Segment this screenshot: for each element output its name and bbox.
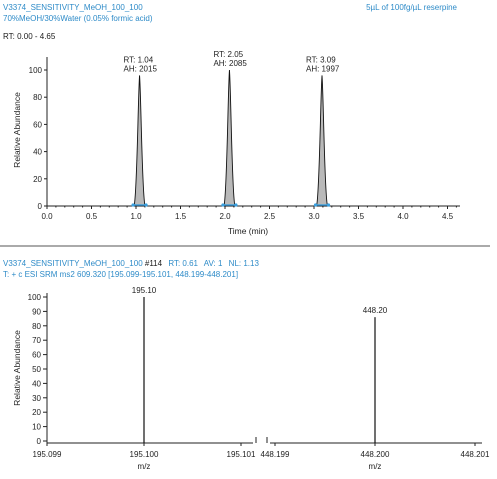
spec-y-tick-label: 30 [32, 394, 41, 403]
spec-y-tick-label: 0 [37, 437, 42, 446]
chromatogram-plot: Relative Abundance Time (min) 0 20 40 60 80 1… [12, 50, 460, 236]
rt-range: RT: 0.00 - 4.65 [3, 32, 56, 41]
spec-x-tick-label: 448.200 [361, 450, 390, 459]
chrom-peak-1 [133, 75, 146, 207]
chrom-peak-start-marker [131, 203, 135, 207]
spectrum-rt: RT: 0.61 [168, 259, 198, 268]
spec-x-tick-label: 448.199 [261, 450, 290, 459]
spec-y-tick-label: 20 [32, 408, 41, 417]
chrom-peak-rt-label: RT: 1.04 [124, 55, 154, 64]
spectrum-scan: #114 [145, 259, 163, 268]
spectrum-header-line1: V3374_SENSITIVITY_MeOH_100_100 #114 RT: … [3, 259, 259, 268]
spec-y-ticks: 0 10 20 30 40 50 60 70 80 90 100 [28, 293, 47, 446]
chrom-peak-rt-label: RT: 2.05 [213, 50, 243, 59]
chrom-x-tick-label: 2.0 [219, 212, 231, 221]
spec-x-tick-label: 448.201 [461, 450, 490, 459]
spectrum-file: V3374_SENSITIVITY_MeOH_100_100 [3, 259, 143, 268]
chrom-peak-3 [315, 75, 329, 207]
chrom-peak-start-marker [221, 203, 225, 207]
chrom-x-tick-label: 0.0 [41, 212, 53, 221]
chrom-peak-ah-label: AH: 1997 [306, 64, 340, 73]
spec-y-tick-label: 60 [32, 351, 41, 360]
file-name: V3374_SENSITIVITY_MeOH_100_100 [3, 3, 143, 12]
chrom-peak-rt-label: RT: 3.09 [306, 55, 336, 64]
chrom-peak-end-marker [326, 203, 331, 207]
spec-y-tick-label: 90 [32, 307, 41, 316]
chrom-x-tick-label: 2.5 [264, 212, 276, 221]
spectrum-plot: Relative Abundance 0 10 20 30 40 50 60 70 80 90 10… [12, 286, 490, 471]
spec-y-tick-label: 80 [32, 322, 41, 331]
chrom-peak-end-marker [234, 203, 238, 207]
chrom-x-tick-label: 4.0 [397, 212, 409, 221]
chrom-y-tick-label: 80 [33, 93, 42, 102]
spec-peak-label: 195.10 [132, 286, 157, 295]
chrom-x-tick-label: 0.5 [86, 212, 98, 221]
spec-x-label: m/z [138, 462, 151, 471]
spec-y-tick-label: 70 [32, 336, 41, 345]
chrom-peak-2 [223, 69, 236, 207]
spectrum-nl: NL: 1.13 [229, 259, 260, 268]
spectrum-header-line2: T: + c ESI SRM ms2 609.320 [195.099-195.… [3, 270, 238, 279]
spec-y-tick-label: 50 [32, 365, 41, 374]
spec-y-tick-label: 10 [32, 423, 41, 432]
spec-peaks: 195.10 448.20 [132, 286, 388, 443]
chrom-peak-start-marker [313, 203, 318, 207]
sample-label: 5µL of 100fg/µL reserpine [366, 3, 457, 12]
chrom-peak-ah-label: AH: 2085 [213, 59, 247, 68]
spectrum-av: AV: 1 [204, 259, 223, 268]
spec-x-label: m/z [369, 462, 382, 471]
spec-x-tick-label: 195.100 [130, 450, 159, 459]
chrom-y-tick-label: 0 [38, 202, 43, 211]
chrom-x-tick-label: 4.5 [442, 212, 454, 221]
chrom-x-ticks: 0.0 0.5 1.0 1.5 2.0 2.5 3.0 3.5 4.0 4.5 [41, 206, 457, 221]
chrom-x-tick-label: 3.0 [308, 212, 320, 221]
chrom-peak-ah-label: AH: 2015 [124, 64, 158, 73]
chrom-x-tick-label: 3.5 [353, 212, 365, 221]
spec-x-tick-label: 195.099 [33, 450, 62, 459]
spec-y-tick-label: 40 [32, 379, 41, 388]
chrom-y-tick-label: 100 [29, 66, 43, 75]
spec-x-ticks: 195.099 195.100 195.101 m/z 448.199 448.200 44… [33, 443, 490, 471]
chrom-x-tick-label: 1.5 [175, 212, 187, 221]
chrom-y-tick-label: 60 [33, 120, 42, 129]
chrom-x-label: Time (min) [228, 226, 268, 236]
spec-y-tick-label: 100 [28, 293, 42, 302]
solvent-label: 70%MeOH/30%Water (0.05% formic acid) [3, 14, 153, 23]
chrom-y-label: Relative Abundance [12, 92, 22, 168]
chrom-y-ticks: 0 20 40 60 80 100 [29, 66, 47, 211]
chrom-x-tick-label: 1.0 [130, 212, 142, 221]
spec-peak-label: 448.20 [363, 306, 388, 315]
chrom-y-tick-label: 40 [33, 148, 42, 157]
chrom-peak-end-marker [144, 203, 148, 207]
chrom-y-tick-label: 20 [33, 175, 42, 184]
spec-x-tick-label: 195.101 [227, 450, 256, 459]
spec-y-label: Relative Abundance [12, 330, 22, 406]
